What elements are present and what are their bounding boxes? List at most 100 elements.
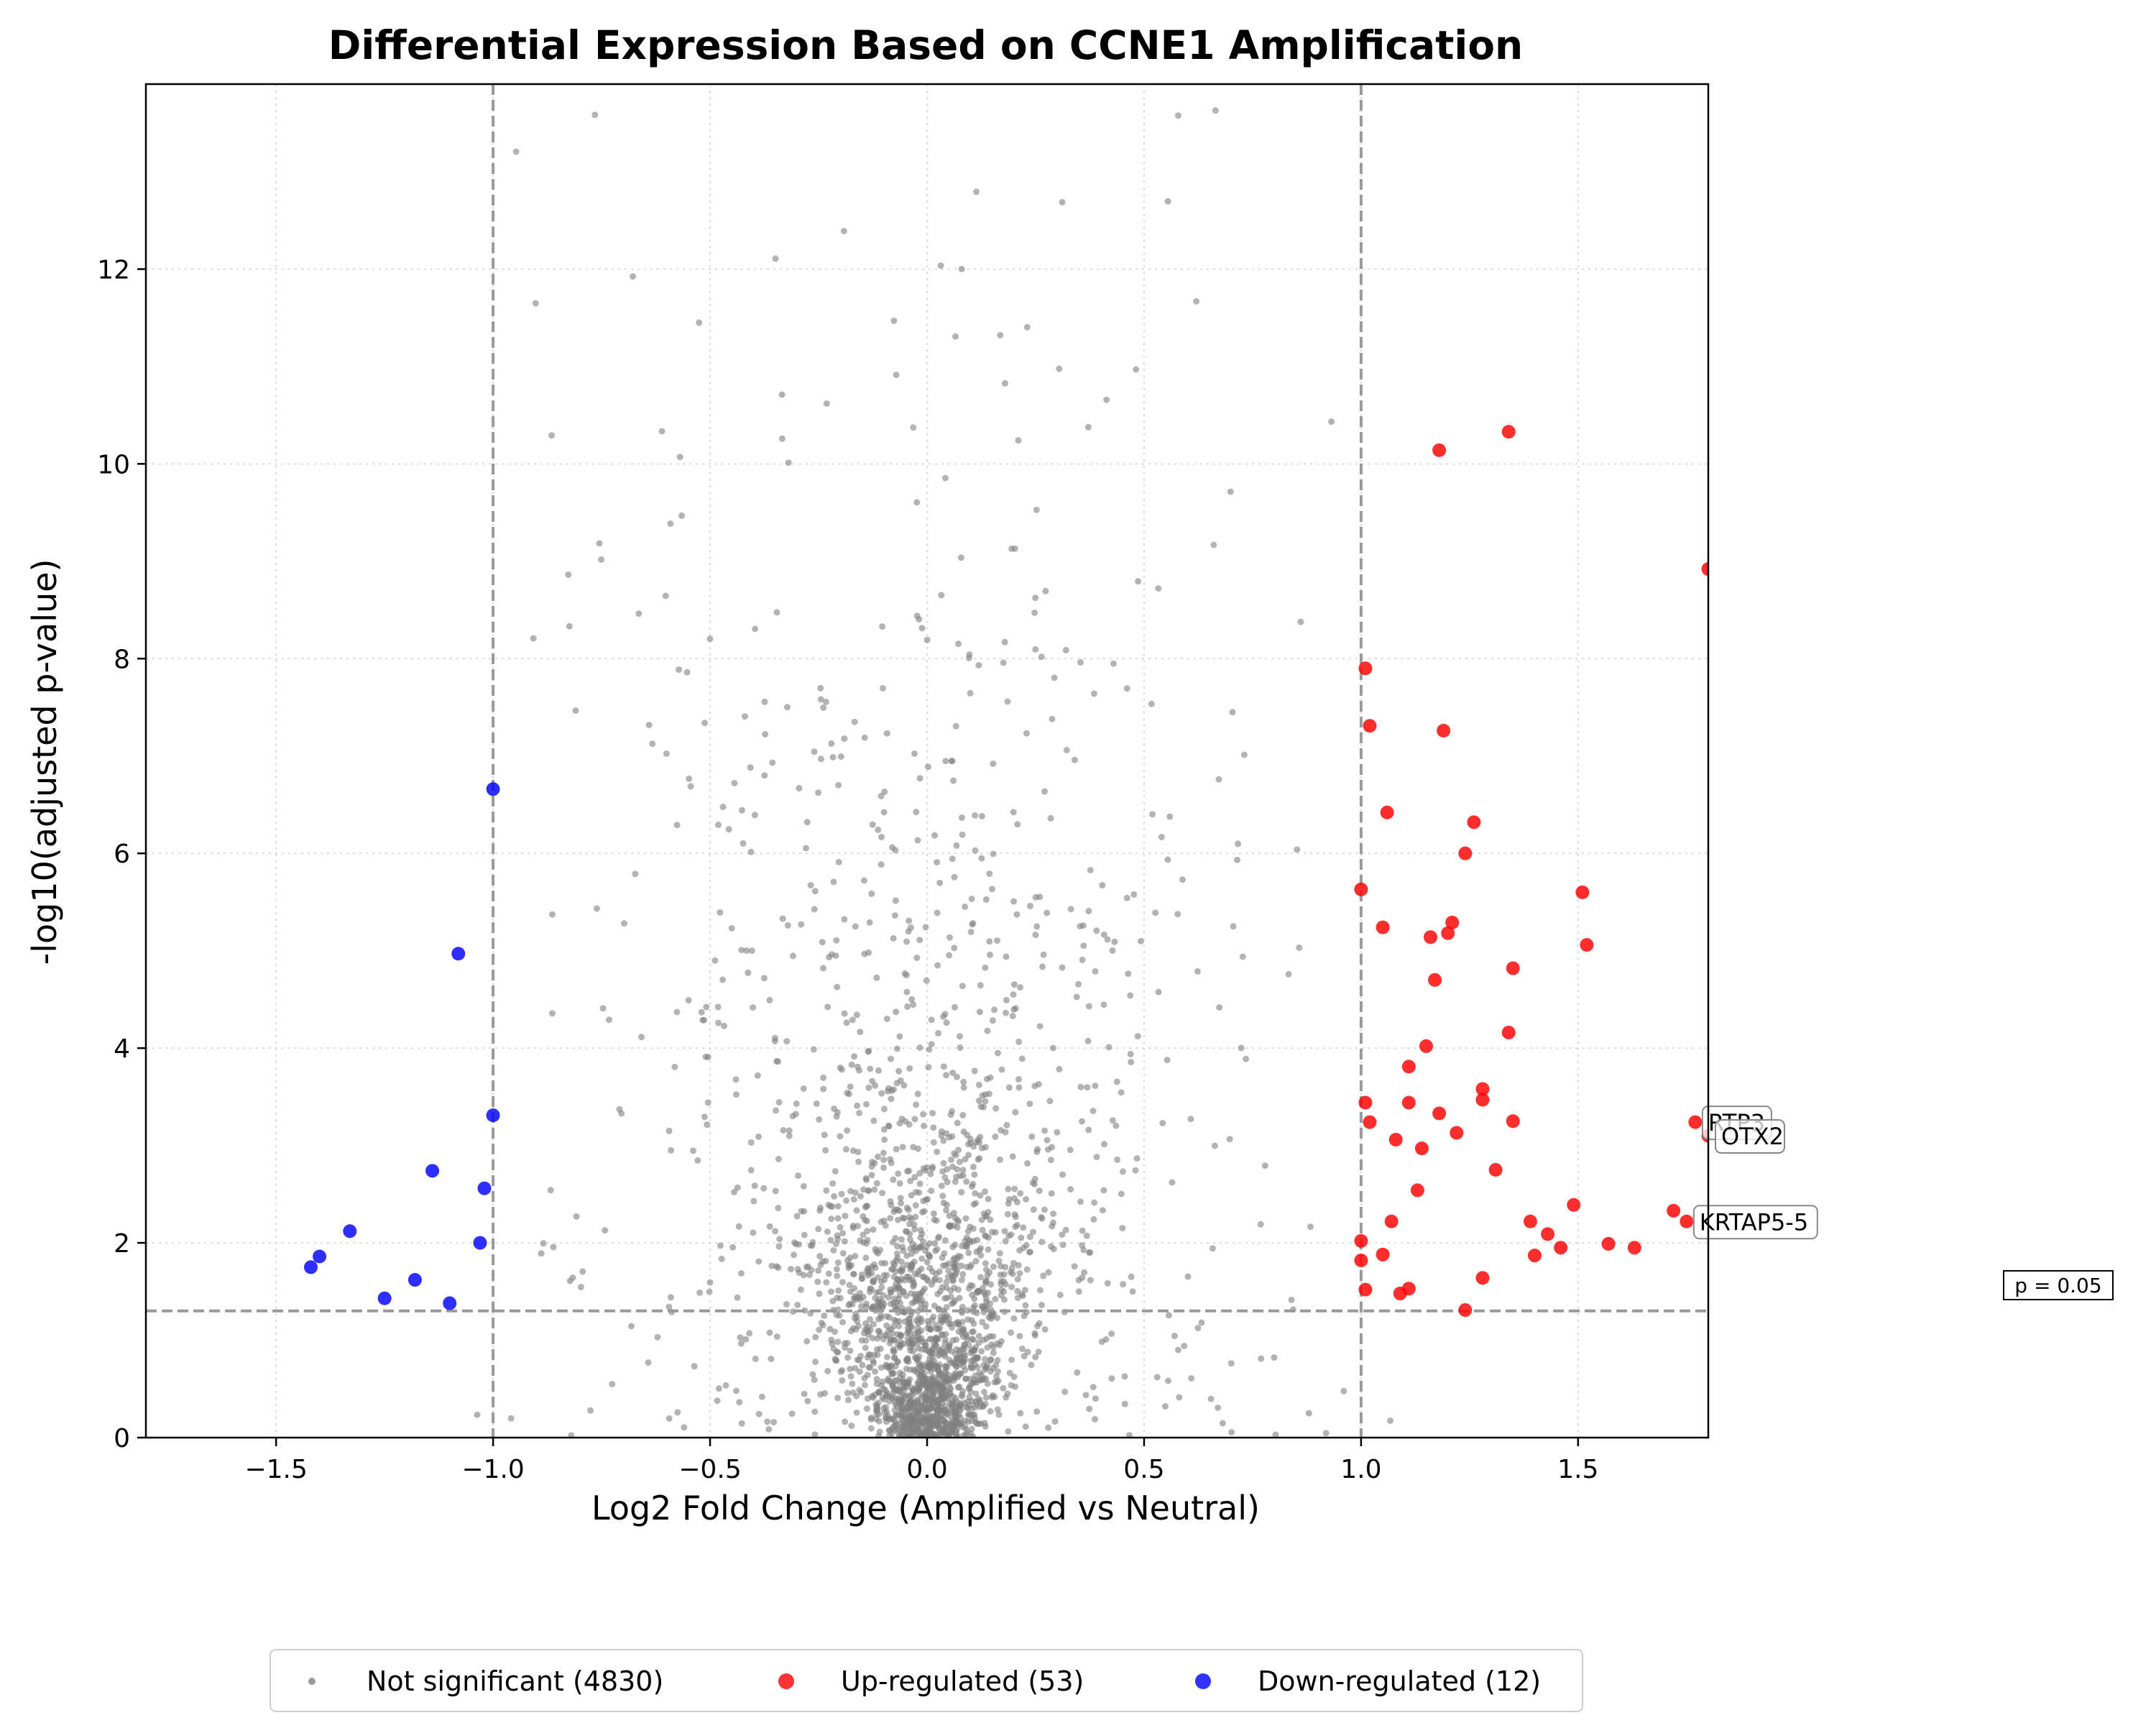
point-not-significant (540, 1240, 547, 1247)
point-not-significant (960, 1078, 967, 1085)
point-not-significant (630, 273, 636, 280)
point-not-significant (936, 1371, 943, 1379)
point-not-significant (982, 1375, 990, 1382)
point-not-significant (934, 909, 941, 916)
point-not-significant (916, 1362, 923, 1369)
point-not-significant (1079, 1242, 1086, 1249)
point-not-significant (834, 1259, 842, 1267)
point-not-significant (1165, 1377, 1171, 1384)
point-not-significant (743, 947, 750, 954)
point-not-significant (1075, 980, 1082, 988)
point-not-significant (829, 1180, 837, 1187)
point-not-significant (1003, 953, 1010, 960)
point-not-significant (856, 1067, 862, 1074)
point-not-significant (1080, 942, 1087, 950)
point-not-significant (1001, 380, 1008, 387)
point-not-significant (780, 1127, 787, 1134)
point-not-significant (994, 1357, 1001, 1364)
point-not-significant (1092, 1395, 1099, 1402)
point-not-significant (897, 1195, 904, 1202)
point-not-significant (811, 1408, 819, 1415)
point-not-significant (936, 1277, 943, 1284)
point-not-significant (971, 1067, 978, 1075)
point-not-significant (916, 1353, 923, 1360)
point-not-significant (823, 400, 830, 407)
point-not-significant (1149, 811, 1156, 818)
point-not-significant (893, 1385, 900, 1392)
point-not-significant (1010, 1315, 1018, 1322)
point-not-significant (967, 1412, 975, 1419)
point-not-significant (851, 718, 858, 725)
point-not-significant (701, 720, 709, 727)
point-not-significant (1285, 970, 1292, 978)
point-not-significant (862, 1175, 870, 1182)
point-not-significant (1240, 751, 1248, 758)
point-not-significant (878, 1090, 885, 1097)
point-not-significant (856, 1387, 863, 1394)
point-not-significant (985, 1208, 992, 1215)
point-not-significant (798, 921, 805, 928)
point-not-significant (804, 1397, 811, 1405)
point-not-significant (918, 1394, 925, 1401)
point-not-significant (962, 1215, 969, 1222)
point-not-significant (1105, 1044, 1112, 1051)
y-tick-label: 0 (114, 1424, 130, 1453)
point-not-significant (958, 265, 965, 272)
point-not-significant (989, 1392, 996, 1399)
point-not-significant (1056, 365, 1063, 372)
point-not-significant (635, 610, 642, 617)
point-not-significant (994, 1406, 1001, 1413)
point-not-significant (1166, 813, 1174, 820)
point-not-significant (830, 1247, 837, 1254)
point-not-significant (1114, 1156, 1121, 1163)
point-not-significant (900, 1082, 908, 1089)
point-up (1445, 915, 1460, 929)
point-not-significant (1002, 1264, 1009, 1271)
point-not-significant (871, 1186, 878, 1193)
point-not-significant (1109, 1117, 1116, 1124)
point-not-significant (982, 964, 989, 971)
point-not-significant (801, 1390, 808, 1397)
point-not-significant (1128, 1059, 1135, 1066)
point-not-significant (771, 1038, 778, 1044)
point-not-significant (888, 1430, 895, 1437)
point-not-significant (913, 1101, 920, 1108)
point-not-significant (834, 1203, 842, 1210)
point-up (1419, 1039, 1433, 1053)
point-not-significant (873, 1180, 880, 1187)
point-not-significant (873, 974, 880, 981)
point-not-significant (981, 1420, 988, 1427)
point-not-significant (1153, 1374, 1161, 1381)
point-not-significant (1004, 1390, 1011, 1397)
point-not-significant (1059, 1241, 1067, 1249)
point-not-significant (965, 1152, 972, 1159)
point-not-significant (1059, 1231, 1066, 1238)
point-not-significant (549, 911, 556, 918)
x-tick-label: 0.5 (1123, 1455, 1164, 1484)
x-tick-label: −1.5 (244, 1455, 307, 1484)
point-not-significant (903, 1252, 911, 1259)
point-not-significant (944, 1392, 952, 1400)
point-not-significant (883, 1313, 890, 1320)
point-up (1501, 425, 1516, 439)
point-not-significant (863, 1405, 870, 1412)
point-not-significant (939, 1254, 946, 1261)
point-not-significant (833, 1311, 840, 1318)
plot-area: RTP3OTX2KRTAP5-5−1.5−1.0−0.50.00.51.01.5… (97, 83, 1818, 1484)
point-not-significant (893, 1412, 900, 1419)
point-not-significant (696, 319, 703, 326)
point-not-significant (955, 1146, 962, 1154)
point-not-significant (1119, 1168, 1126, 1175)
point-not-significant (990, 1333, 997, 1340)
point-not-significant (975, 1081, 982, 1088)
point-not-significant (916, 1378, 923, 1385)
point-not-significant (1194, 968, 1201, 975)
point-down (477, 1181, 492, 1195)
legend-marker-down (1195, 1673, 1211, 1689)
point-not-significant (698, 1008, 705, 1016)
point-not-significant (951, 1284, 958, 1292)
point-not-significant (930, 1139, 937, 1146)
point-not-significant (926, 1264, 934, 1272)
point-not-significant (1003, 1009, 1010, 1016)
